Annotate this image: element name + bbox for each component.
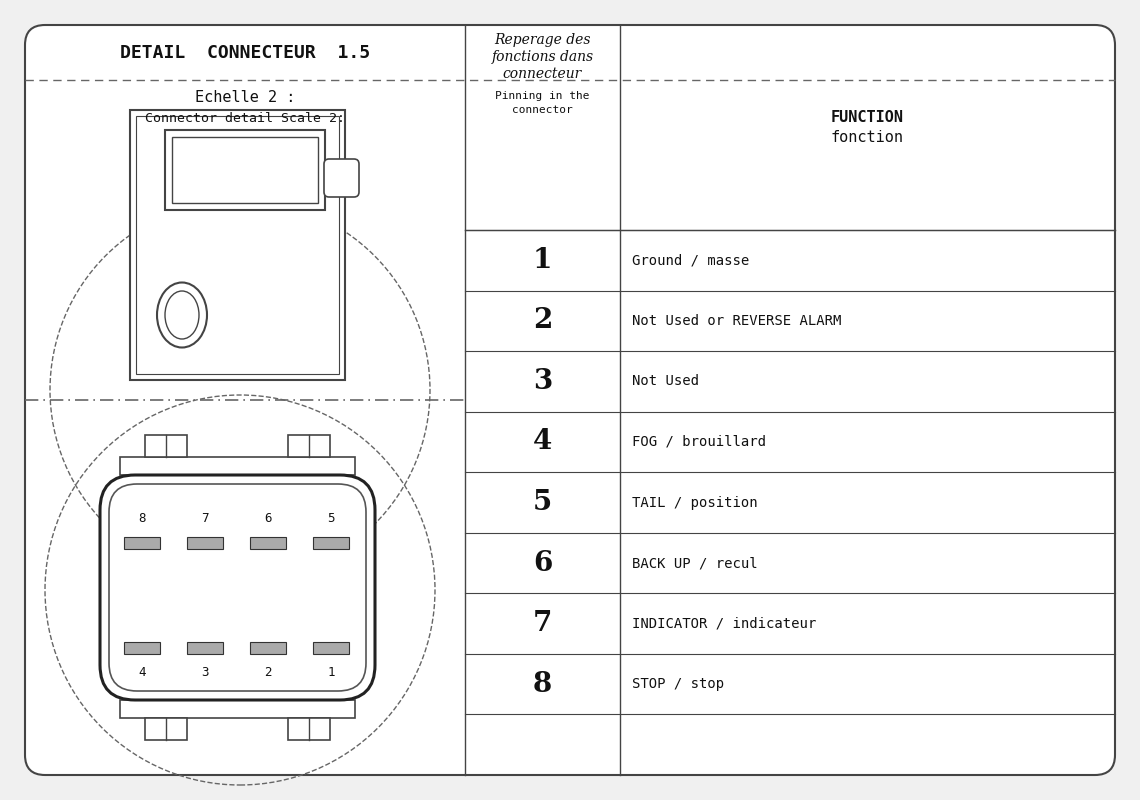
Text: Reperage des: Reperage des [495,33,591,47]
FancyBboxPatch shape [100,475,375,700]
Text: 6: 6 [264,513,271,526]
Text: 5: 5 [327,513,335,526]
Text: 5: 5 [532,489,552,516]
Bar [165,130,325,210]
Text: Not Used or REVERSE ALARM: Not Used or REVERSE ALARM [632,314,841,328]
Text: connector: connector [512,105,573,115]
Text: TAIL / position: TAIL / position [632,495,758,510]
Text: 3: 3 [532,368,552,395]
Bar [130,110,345,380]
Bar [124,537,160,549]
Text: Connector detail Scale 2:: Connector detail Scale 2: [145,111,345,125]
Text: BACK UP / recul: BACK UP / recul [632,556,758,570]
Bar [250,642,286,654]
Text: FOG / brouillard: FOG / brouillard [632,435,766,449]
Text: 1: 1 [327,666,335,678]
Text: Echelle 2 :: Echelle 2 : [195,90,295,106]
Bar [136,116,339,374]
Bar [124,642,160,654]
Text: 8: 8 [138,513,146,526]
Text: 2: 2 [532,307,552,334]
Text: STOP / stop: STOP / stop [632,677,724,691]
Text: Ground / masse: Ground / masse [632,254,749,267]
Text: INDICATOR / indicateur: INDICATOR / indicateur [632,617,816,630]
Text: 7: 7 [532,610,552,637]
Text: DETAIL  CONNECTEUR  1.5: DETAIL CONNECTEUR 1.5 [120,43,370,62]
Text: fonction: fonction [831,130,904,145]
FancyBboxPatch shape [25,25,1115,775]
Bar [145,718,187,740]
FancyBboxPatch shape [324,159,359,197]
Text: 4: 4 [138,666,146,678]
Bar [288,718,329,740]
Text: fonctions dans: fonctions dans [491,50,594,64]
Bar [187,537,223,549]
Bar [172,137,318,203]
Bar [120,457,355,475]
Text: 4: 4 [532,429,552,455]
Text: connecteur: connecteur [503,67,583,81]
Bar [145,435,187,457]
FancyBboxPatch shape [109,484,366,691]
Text: Pinning in the: Pinning in the [495,91,589,101]
Bar [187,642,223,654]
Text: 8: 8 [532,670,552,698]
Bar [314,537,349,549]
Bar [250,537,286,549]
Text: 3: 3 [202,666,209,678]
Bar [288,435,329,457]
Text: Not Used: Not Used [632,374,699,388]
Bar [120,700,355,718]
Text: 1: 1 [532,246,552,274]
Text: 6: 6 [532,550,552,577]
Ellipse shape [157,282,207,347]
Bar [314,642,349,654]
Text: 7: 7 [202,513,209,526]
Ellipse shape [165,291,199,339]
Text: FUNCTION: FUNCTION [831,110,904,125]
Text: 2: 2 [264,666,271,678]
